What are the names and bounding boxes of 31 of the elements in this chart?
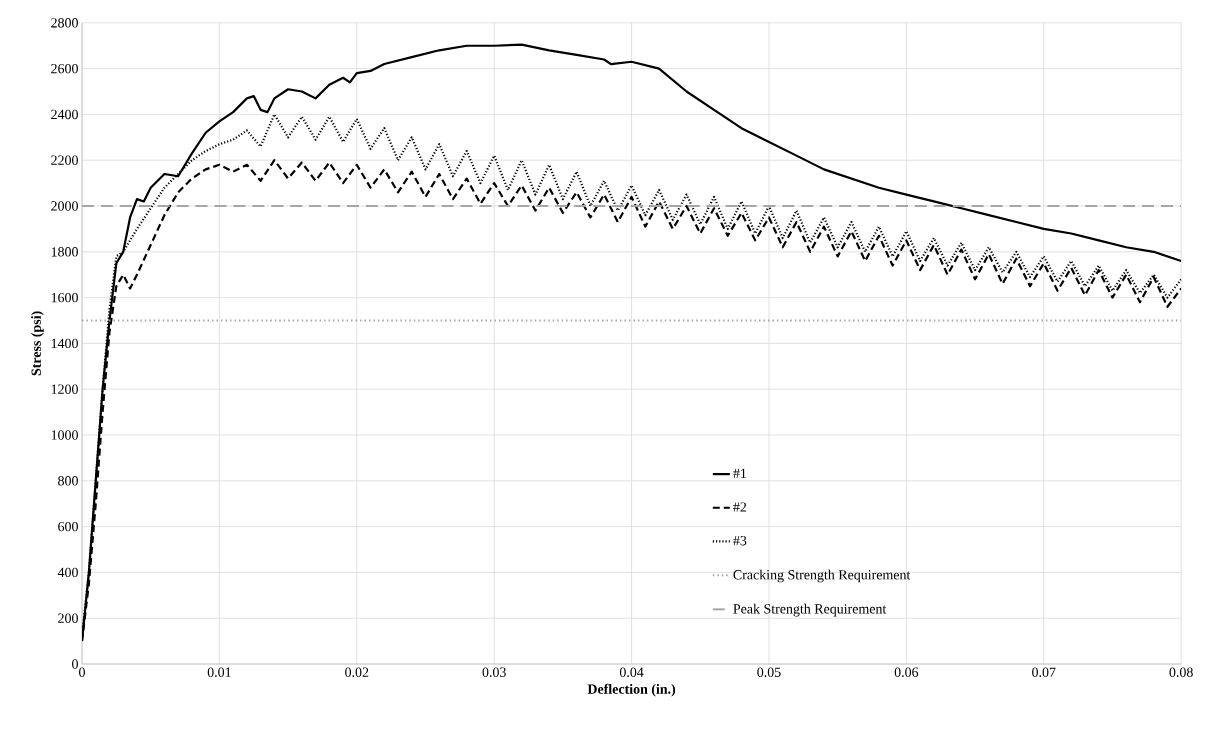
y-tick-label: 1200: [51, 384, 78, 394]
y-tick-label: 1400: [51, 338, 78, 349]
y-tick-label: 1600: [51, 292, 78, 303]
y-tick-label: 2600: [51, 63, 78, 74]
y-tick-label: 800: [58, 476, 78, 486]
y-tick-label: 2000: [51, 201, 78, 211]
y-tick-label: 2800: [51, 18, 78, 28]
y-axis-title: Stress (psi): [31, 311, 44, 376]
legend-label: Peak Strength Requirement: [733, 603, 887, 617]
legend-label: #1: [733, 468, 747, 478]
x-tick-label: 0.06: [894, 667, 919, 677]
x-axis-title: Deflection (in.): [587, 683, 676, 697]
y-tick-label: 1000: [51, 430, 78, 440]
x-tick-label: 0.05: [757, 667, 781, 677]
x-tick-label: 0.01: [207, 667, 231, 677]
x-tick-label: 0: [79, 667, 85, 677]
legend-label: #3: [733, 536, 747, 546]
legend-label: #2: [733, 502, 747, 512]
y-tick-label: 400: [57, 567, 78, 578]
x-tick-label: 0.04: [619, 667, 644, 677]
x-tick-label: 0.02: [345, 667, 369, 677]
x-tick-label: 0.03: [482, 667, 506, 677]
y-tick-label: 600: [58, 521, 78, 532]
y-tick-label: 2200: [51, 155, 78, 165]
x-tick-label: 0.07: [1032, 667, 1056, 677]
legend-label: Cracking Strength Requirement: [733, 569, 911, 583]
y-tick-label: 0: [72, 659, 78, 669]
y-tick-label: 200: [58, 613, 78, 623]
y-tick-label: 1800: [51, 247, 78, 257]
y-tick-label: 2400: [51, 109, 78, 120]
x-tick-label: 0.08: [1169, 667, 1193, 677]
